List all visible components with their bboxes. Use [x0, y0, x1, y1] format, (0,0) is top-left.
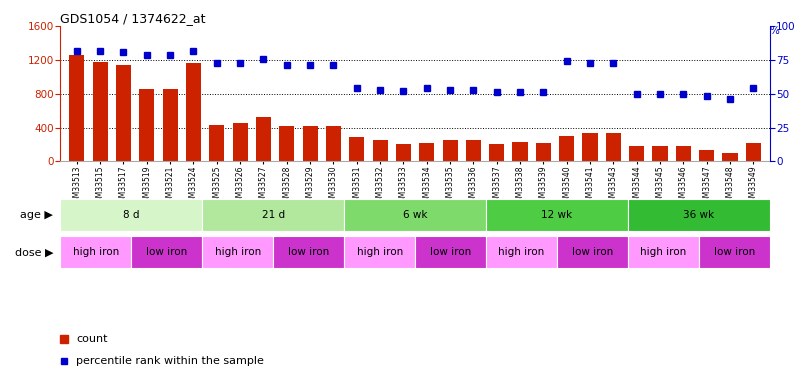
- Bar: [202, 236, 273, 268]
- Text: age ▶: age ▶: [20, 210, 53, 220]
- Text: 21 d: 21 d: [262, 210, 285, 220]
- Bar: [415, 236, 486, 268]
- Text: %: %: [770, 26, 779, 36]
- Text: 36 wk: 36 wk: [683, 210, 714, 220]
- Text: high iron: high iron: [498, 247, 545, 257]
- Bar: [559, 136, 575, 161]
- Text: high iron: high iron: [73, 247, 119, 257]
- Bar: [419, 143, 434, 161]
- Bar: [349, 137, 364, 161]
- Text: low iron: low iron: [571, 247, 613, 257]
- Text: low iron: low iron: [146, 247, 188, 257]
- Text: percentile rank within the sample: percentile rank within the sample: [76, 356, 264, 366]
- Bar: [486, 236, 557, 268]
- Bar: [302, 126, 318, 161]
- Bar: [273, 236, 344, 268]
- Bar: [60, 236, 131, 268]
- Bar: [628, 236, 699, 268]
- Text: 8 d: 8 d: [123, 210, 139, 220]
- Bar: [722, 153, 737, 161]
- Bar: [746, 143, 761, 161]
- Bar: [344, 199, 486, 231]
- Bar: [513, 142, 528, 161]
- Bar: [628, 199, 770, 231]
- Bar: [442, 140, 458, 161]
- Bar: [202, 199, 344, 231]
- Bar: [536, 143, 551, 161]
- Text: 6 wk: 6 wk: [403, 210, 427, 220]
- Bar: [606, 133, 621, 161]
- Bar: [139, 89, 155, 161]
- Text: 12 wk: 12 wk: [542, 210, 572, 220]
- Bar: [653, 146, 667, 161]
- Bar: [699, 150, 714, 161]
- Bar: [396, 144, 411, 161]
- Bar: [629, 147, 644, 161]
- Bar: [69, 56, 85, 161]
- Bar: [489, 144, 505, 161]
- Text: dose ▶: dose ▶: [15, 247, 53, 257]
- Bar: [131, 236, 202, 268]
- Text: high iron: high iron: [356, 247, 403, 257]
- Bar: [186, 63, 201, 161]
- Text: low iron: low iron: [288, 247, 330, 257]
- Text: count: count: [76, 334, 107, 344]
- Bar: [116, 65, 131, 161]
- Bar: [279, 126, 294, 161]
- Bar: [675, 146, 691, 161]
- Bar: [93, 62, 108, 161]
- Bar: [232, 123, 247, 161]
- Bar: [486, 199, 628, 231]
- Bar: [210, 124, 224, 161]
- Bar: [466, 140, 481, 161]
- Bar: [699, 236, 770, 268]
- Bar: [583, 133, 598, 161]
- Bar: [326, 126, 341, 161]
- Bar: [557, 236, 628, 268]
- Bar: [344, 236, 415, 268]
- Text: low iron: low iron: [713, 247, 755, 257]
- Text: high iron: high iron: [214, 247, 261, 257]
- Bar: [60, 199, 202, 231]
- Bar: [163, 89, 177, 161]
- Text: low iron: low iron: [430, 247, 472, 257]
- Bar: [256, 117, 271, 161]
- Text: high iron: high iron: [640, 247, 687, 257]
- Text: GDS1054 / 1374622_at: GDS1054 / 1374622_at: [60, 12, 206, 25]
- Bar: [372, 140, 388, 161]
